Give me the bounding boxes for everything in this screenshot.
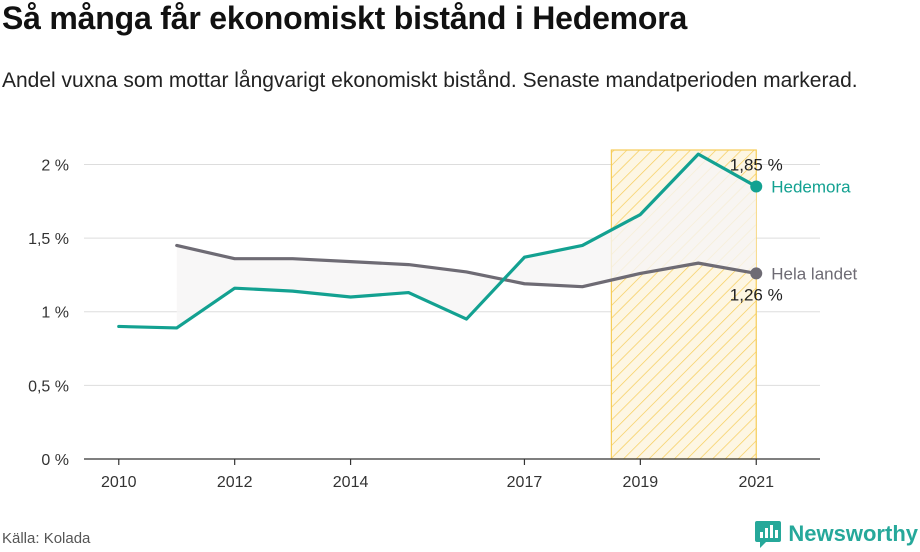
hela-landet-point	[697, 262, 700, 265]
hela-landet-point	[233, 257, 236, 260]
x-tick-label: 2014	[333, 474, 369, 491]
chart-title: Så många får ekonomiskt bistånd i Hedemo…	[2, 0, 688, 36]
newsworthy-logo: Newsworthy	[754, 518, 918, 550]
y-tick-label: 0 %	[41, 452, 69, 469]
x-tick-label: 2012	[217, 474, 253, 491]
y-tick-label: 0,5 %	[28, 378, 69, 395]
brand-name: Newsworthy	[788, 521, 918, 546]
y-tick-label: 1,5 %	[28, 231, 69, 248]
hedemora-point	[175, 326, 178, 329]
hedemora-point	[233, 287, 236, 290]
x-tick-label: 2021	[738, 474, 774, 491]
hedemora-point	[407, 291, 410, 294]
hedemora-point	[465, 318, 468, 321]
x-tick-label: 2019	[623, 474, 659, 491]
hela-landet-value-label: 1,26 %	[730, 285, 783, 304]
hela-landet-point	[465, 270, 468, 273]
newsworthy-logo-icon	[755, 521, 782, 548]
hela-landet-point	[639, 272, 642, 275]
gap-area	[176, 154, 757, 328]
y-tick-label: 1 %	[41, 305, 69, 322]
hela-landet-point	[523, 282, 526, 285]
hedemora-point	[117, 325, 120, 328]
hela-landet-point	[349, 260, 352, 263]
hedemora-point	[523, 256, 526, 259]
hedemora-value-label: 1,85 %	[730, 156, 783, 175]
hedemora-end-dot	[750, 180, 763, 193]
hela-landet-point	[291, 257, 294, 260]
y-tick-label: 2 %	[41, 157, 69, 174]
hedemora-point	[349, 296, 352, 299]
hedemora-line	[117, 152, 758, 330]
hela-landet-series-label: Hela landet	[771, 264, 857, 283]
hela-landet-end-dot	[750, 267, 763, 280]
hedemora-point	[581, 244, 584, 247]
hedemora-series-label: Hedemora	[771, 178, 851, 197]
x-tick-label: 2017	[507, 474, 543, 491]
hela-landet-point	[175, 244, 178, 247]
hela-landet-line	[175, 243, 758, 289]
hedemora-point	[697, 153, 700, 156]
hela-landet-point	[407, 263, 410, 266]
hedemora-point	[639, 213, 642, 216]
hedemora-point	[291, 290, 294, 293]
hela-landet-point	[581, 285, 584, 288]
source-note: Källa: Kolada	[2, 530, 91, 547]
x-tick-label: 2010	[101, 474, 137, 491]
chart-subtitle: Andel vuxna som mottar långvarigt ekonom…	[2, 69, 858, 92]
